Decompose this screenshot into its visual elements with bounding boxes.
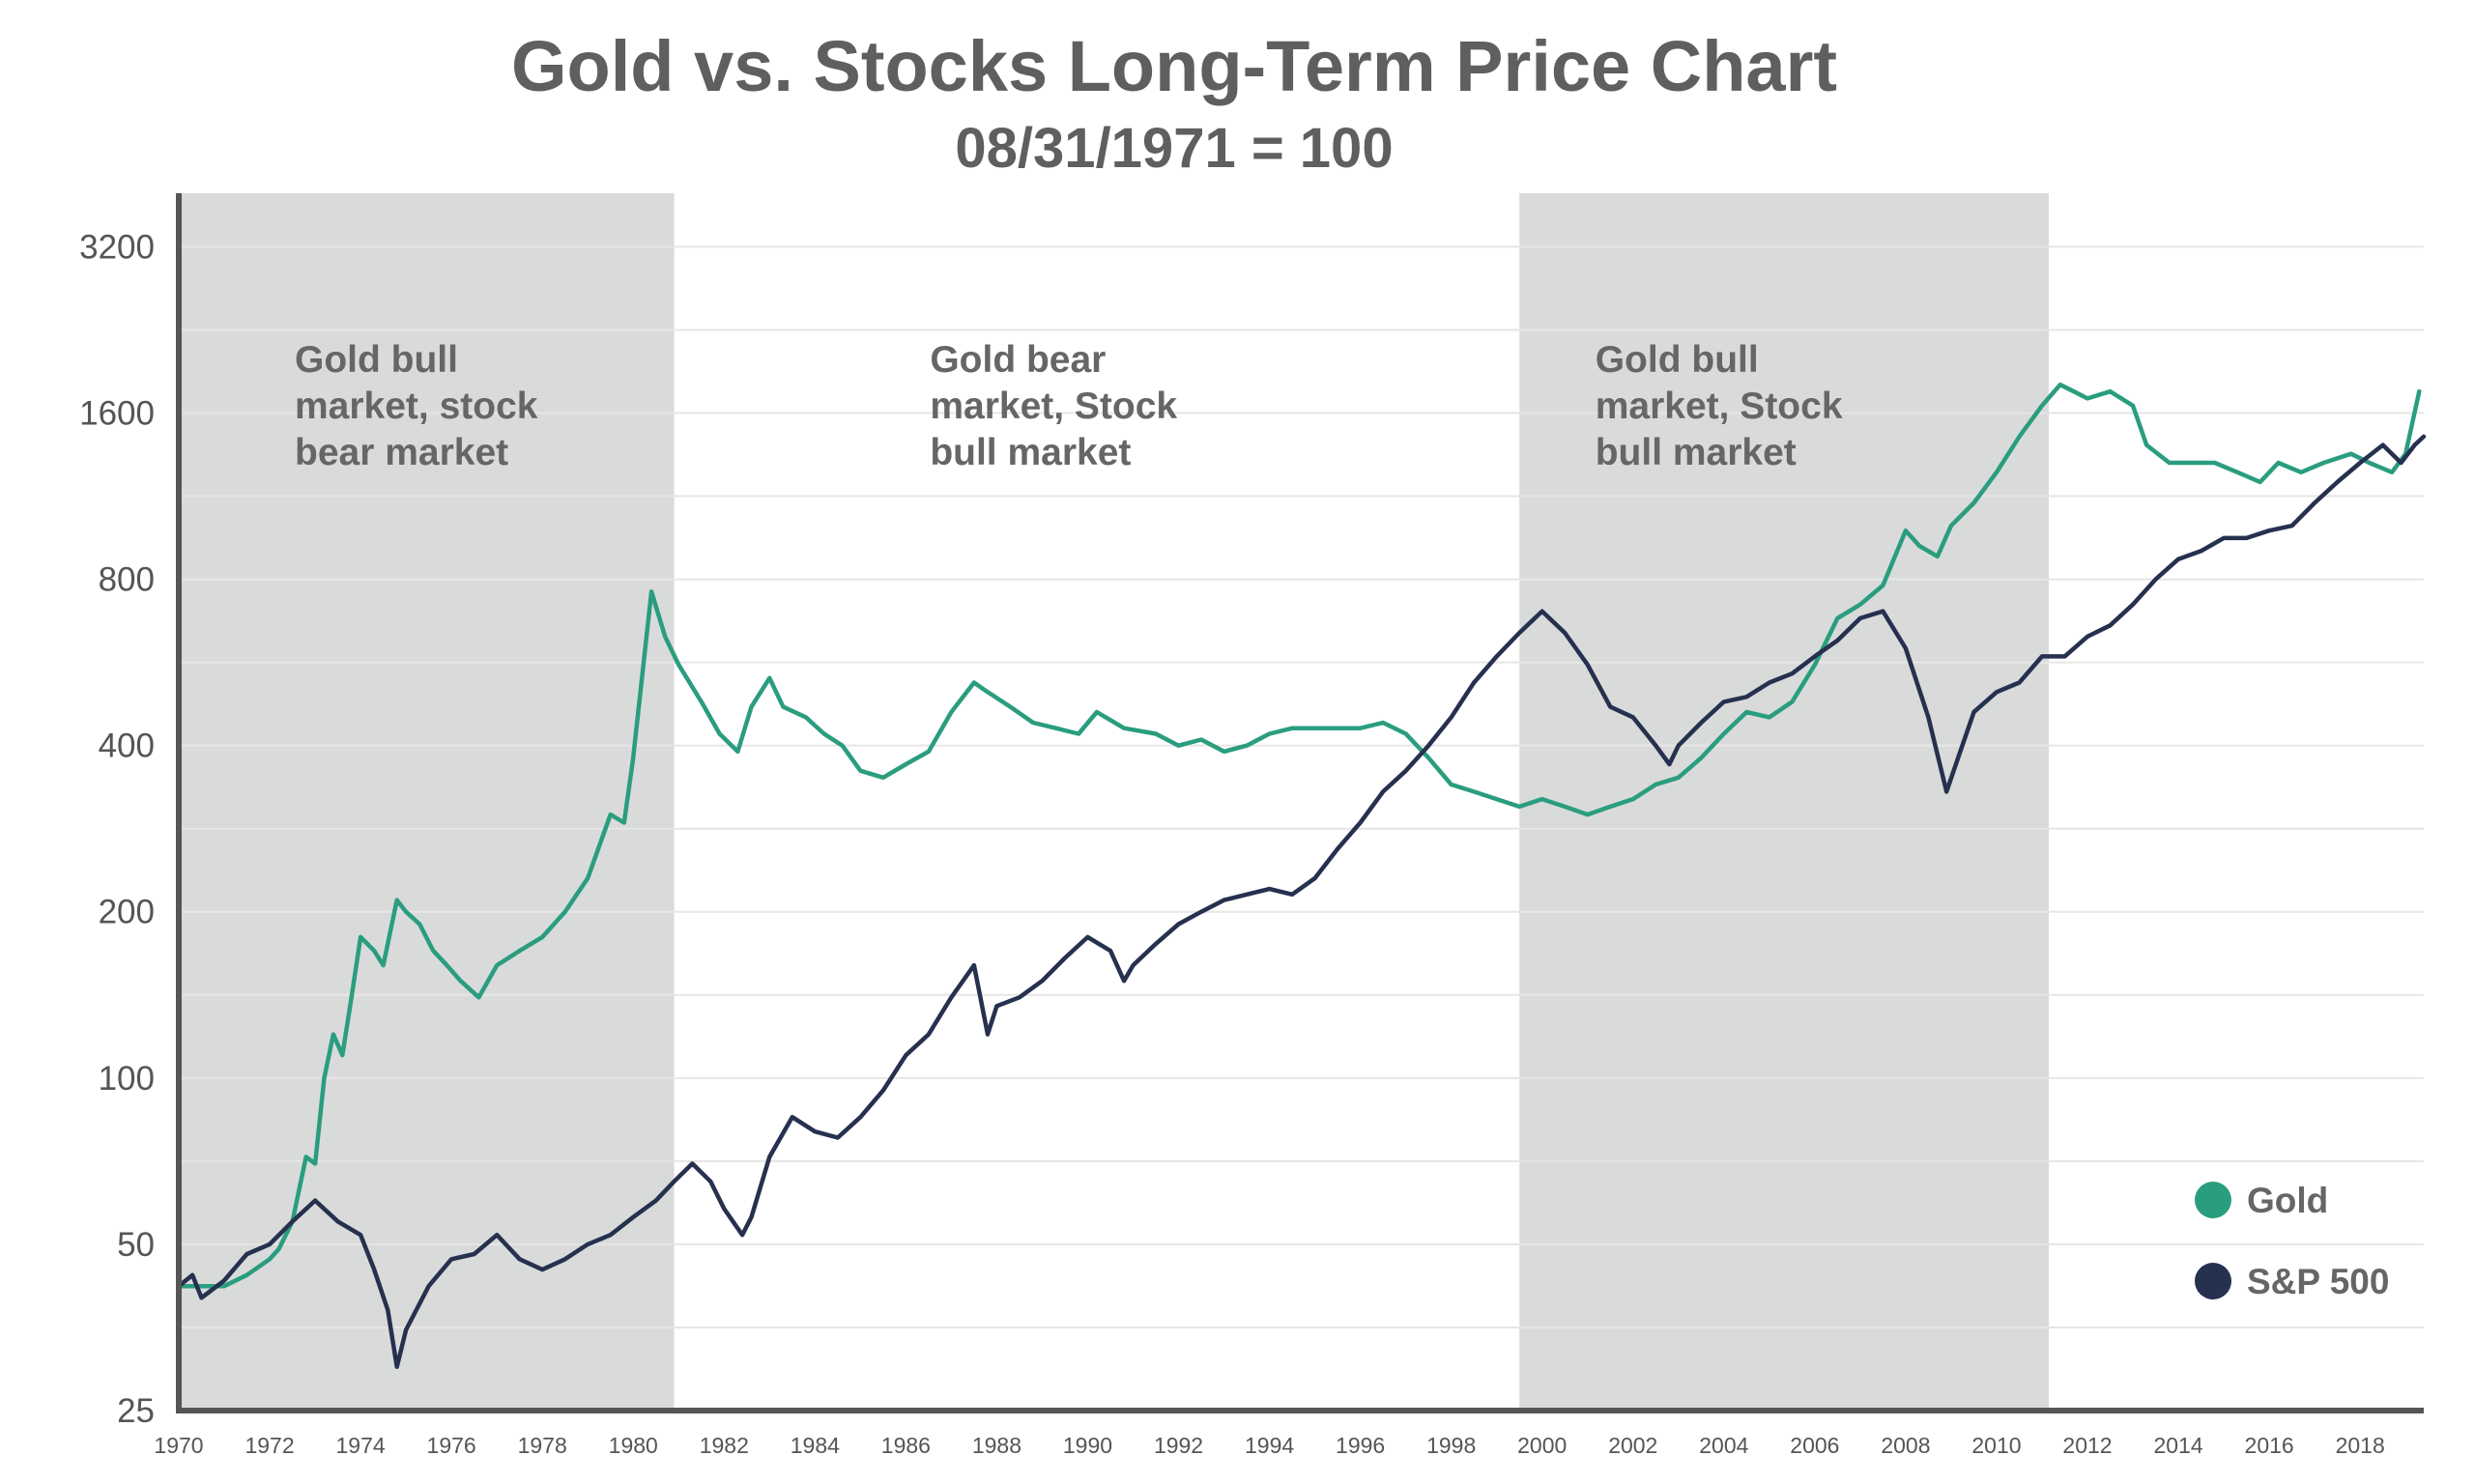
annotation-line: market, stock xyxy=(295,385,538,427)
x-tick-label: 1972 xyxy=(245,1433,294,1458)
y-tick-label: 25 xyxy=(117,1392,155,1430)
x-tick-label: 1988 xyxy=(972,1433,1021,1458)
shaded-periods xyxy=(179,193,2050,1411)
annotation-line: bear market xyxy=(295,432,508,473)
x-tick-label: 1982 xyxy=(700,1433,749,1458)
x-tick-label: 2010 xyxy=(1971,1433,2021,1458)
y-tick-label: 400 xyxy=(99,728,155,765)
legend-label-s-p-500: S&P 500 xyxy=(2247,1262,2389,1301)
legend-swatch-gold xyxy=(2195,1182,2231,1218)
annotation-line: bull market xyxy=(930,432,1131,473)
annotation-line: Gold bull xyxy=(1596,339,1759,381)
x-tick-label: 1990 xyxy=(1063,1433,1112,1458)
y-tick-label: 800 xyxy=(99,561,155,599)
x-tick-label: 1976 xyxy=(427,1433,476,1458)
shaded-period-2 xyxy=(1519,193,2050,1411)
y-tick-label: 200 xyxy=(99,894,155,931)
annotation-gold-bear-stock-bull: Gold bear market, Stock bull market xyxy=(930,339,1177,473)
y-tick-label: 50 xyxy=(117,1226,155,1264)
x-tick-label: 2018 xyxy=(2336,1433,2385,1458)
x-tick-label: 1986 xyxy=(881,1433,931,1458)
chart-title: Gold vs. Stocks Long-Term Price Chart xyxy=(510,26,1838,106)
annotation-gold-bull-stock-bull: Gold bull market, Stock bull market xyxy=(1596,339,1843,473)
series-line-s-p-500 xyxy=(176,434,2427,1369)
x-tick-label: 2008 xyxy=(1881,1433,1930,1458)
legend-label-gold: Gold xyxy=(2247,1181,2328,1220)
annotation-line: market, Stock xyxy=(1596,385,1843,427)
annotation-line: Gold bull xyxy=(295,339,458,381)
x-tick-label: 1980 xyxy=(609,1433,658,1458)
axes xyxy=(176,193,2424,1413)
y-axis-ticks: 25 50 100 200 400 800 1600 3200 xyxy=(79,228,155,1430)
x-tick-label: 2002 xyxy=(1608,1433,1657,1458)
chart-subtitle: 08/31/1971 = 100 xyxy=(955,117,1394,180)
x-tick-label: 1992 xyxy=(1154,1433,1203,1458)
legend-swatch-s-p-500 xyxy=(2195,1263,2231,1299)
series-lines xyxy=(176,382,2427,1369)
x-tick-label: 1970 xyxy=(154,1433,203,1458)
x-tick-label: 2014 xyxy=(2153,1433,2202,1458)
x-tick-label: 1984 xyxy=(791,1433,840,1458)
annotation-line: Gold bear xyxy=(930,339,1106,381)
x-tick-label: 2012 xyxy=(2062,1433,2112,1458)
x-tick-label: 1974 xyxy=(336,1433,386,1458)
x-tick-label: 2016 xyxy=(2245,1433,2294,1458)
y-tick-label: 1600 xyxy=(79,394,155,432)
shaded-period-1 xyxy=(179,193,675,1411)
annotation-line: market, Stock xyxy=(930,385,1177,427)
legend: Gold S&P 500 xyxy=(2195,1181,2389,1301)
x-tick-label: 2000 xyxy=(1517,1433,1567,1458)
annotation-gold-bull-stock-bear: Gold bull market, stock bear market xyxy=(295,339,538,473)
y-tick-label: 3200 xyxy=(79,228,155,266)
x-tick-label: 1978 xyxy=(518,1433,567,1458)
x-axis-ticks: 1970 1972 1974 1976 1978 1980 1982 1984 1986 1988… xyxy=(154,1433,2384,1458)
x-tick-label: 1994 xyxy=(1245,1433,1294,1458)
x-tick-label: 1996 xyxy=(1336,1433,1385,1458)
x-tick-label: 2004 xyxy=(1699,1433,1748,1458)
x-tick-label: 1998 xyxy=(1426,1433,1476,1458)
series-line-gold xyxy=(176,382,2422,1289)
annotation-line: bull market xyxy=(1596,432,1797,473)
y-tick-label: 100 xyxy=(99,1060,155,1098)
x-tick-label: 2006 xyxy=(1790,1433,1839,1458)
